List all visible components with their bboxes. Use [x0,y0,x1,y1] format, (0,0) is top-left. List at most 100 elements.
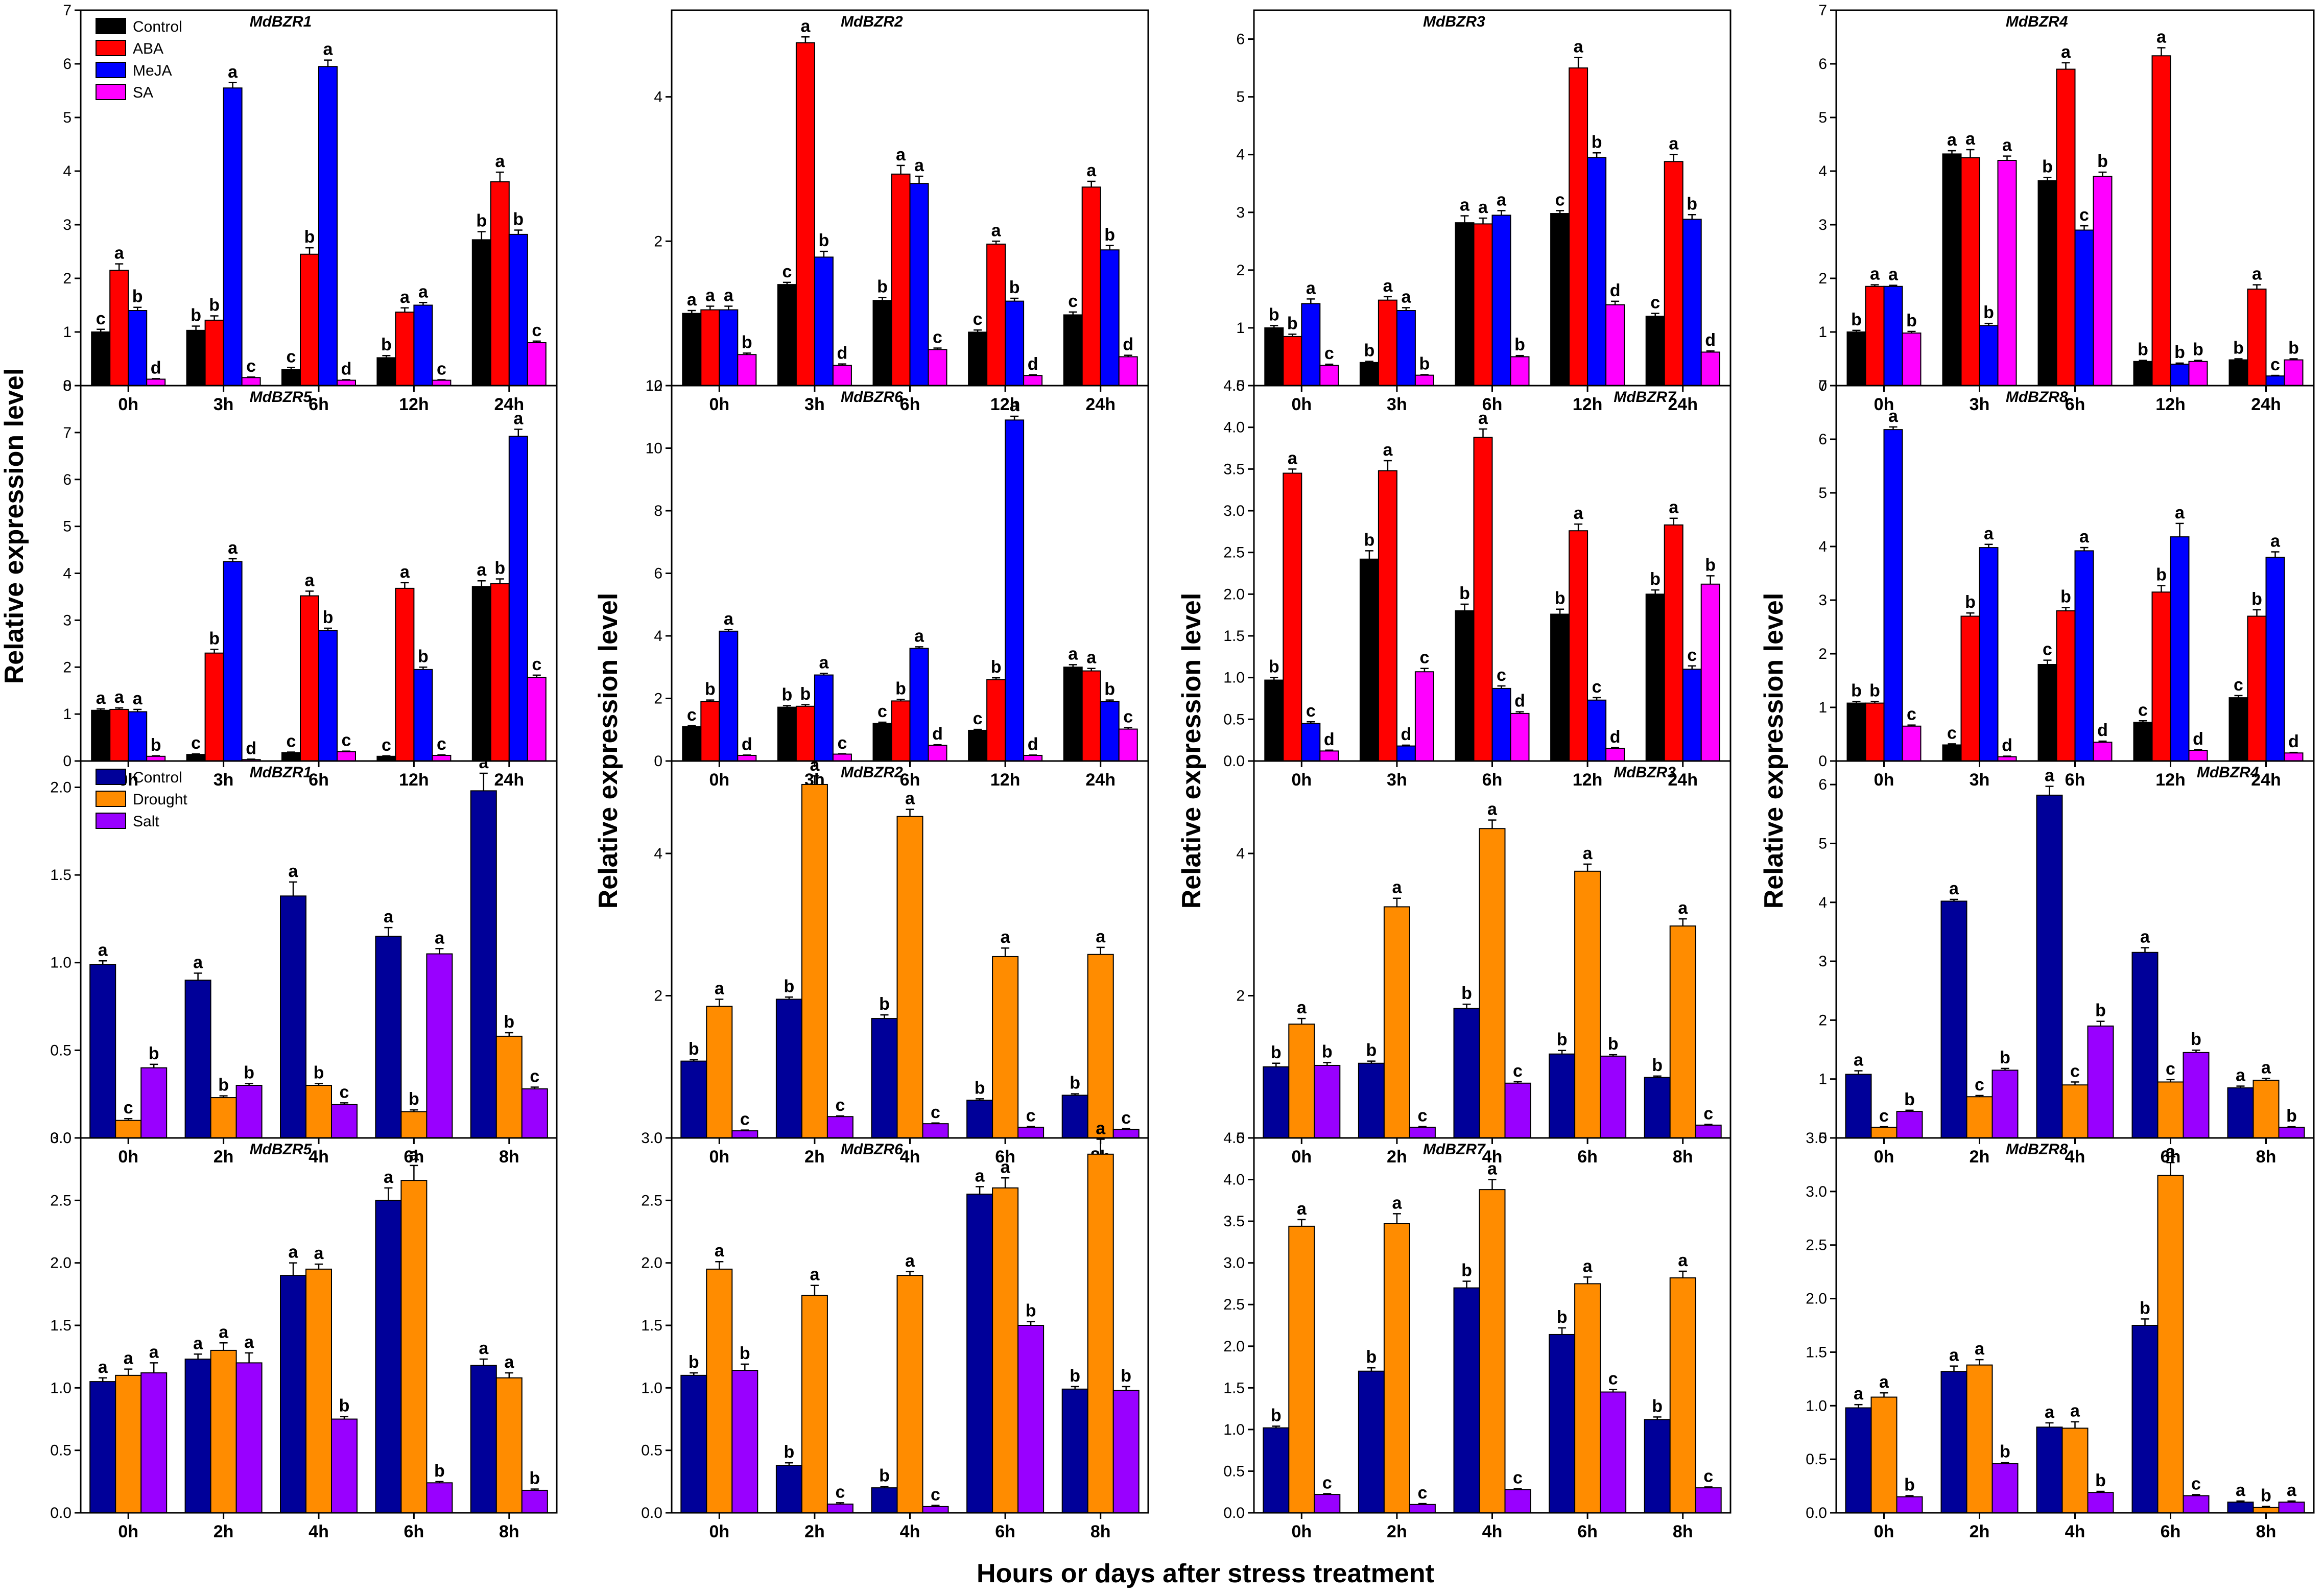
bar [896,1275,923,1513]
bar [1455,610,1475,762]
significance-letter: b [1364,341,1375,361]
significance-letter: a [479,753,489,772]
significance-letter: a [400,288,410,307]
bar [2252,1507,2280,1514]
significance-letter: a [435,928,445,947]
significance-letter: c [1879,1106,1889,1126]
bar [521,1088,548,1139]
significance-letter: d [1324,730,1335,749]
x-tick-label: 8h [1673,1522,1693,1541]
significance-letter: d [246,739,256,758]
significance-letter: a [1487,800,1498,819]
y-tick-label: 3.0 [1806,1183,1827,1200]
y-tick-label: 1.5 [50,867,72,884]
bar [1359,362,1379,386]
significance-letter: a [495,152,505,171]
y-tick-label: 4 [654,89,662,106]
bar [2188,361,2208,386]
significance-letter: d [151,358,161,377]
significance-letter: a [1947,130,1957,150]
significance-letter: b [2097,152,2108,171]
bar [186,754,206,762]
significance-letter: a [1383,440,1393,460]
bar [719,309,739,387]
x-tick-label: 3h [804,395,825,414]
y-tick-label: 2 [1236,262,1245,279]
bar [1396,745,1416,762]
significance-letter: b [1652,1056,1663,1075]
significance-letter: c [835,1096,845,1115]
significance-letter: c [1026,1106,1036,1126]
bar [706,1268,733,1513]
bar [1118,356,1138,387]
significance-letter: b [1461,984,1472,1003]
bar [1846,702,1866,762]
bar [986,243,1006,386]
bar [1063,314,1083,386]
significance-letter: b [418,647,429,666]
bar [1695,1124,1722,1138]
bar [1865,702,1885,762]
bar [872,300,892,387]
significance-letter: b [2138,340,2148,360]
bar [1966,1364,1993,1513]
y-tick-label: 4 [654,628,662,645]
y-axis-label-col3: Relative expression level [1177,593,1206,909]
significance-letter: c [1650,293,1660,313]
significance-letter: a [2002,136,2012,155]
bar [1605,304,1625,387]
y-tick-label: 2.0 [50,1255,72,1272]
significance-letter: c [437,359,446,378]
y-tick-label: 2.5 [50,1192,72,1209]
significance-letter: b [1514,335,1525,354]
significance-letter: b [879,994,890,1014]
x-tick-label: 8h [1090,1522,1111,1541]
legend-swatch [96,18,126,34]
bar [1870,1396,1898,1513]
legend-label: SA [133,84,153,101]
significance-letter: c [1513,1468,1523,1488]
bar [413,669,433,762]
y-tick-label: 10 [646,440,662,457]
y-tick-label: 2.5 [1806,1237,1827,1254]
y-tick-label: 2 [1818,1012,1827,1029]
bar [1081,670,1101,762]
y-tick-label: 12 [646,377,662,394]
x-tick-label: 2h [804,1522,825,1541]
significance-letter: b [782,685,793,705]
bar [186,329,206,386]
significance-letter: a [1460,196,1470,215]
significance-letter: b [1608,1034,1619,1054]
chart-panel-11: 0 2 4 0h b a b 2h b a c 4h b a c 6h b a b 8h b a c MdBZR3 [1236,760,1732,1167]
significance-letter: c [530,1066,539,1086]
significance-letter: b [1851,310,1862,329]
y-tick-label: 0 [654,1130,662,1147]
significance-letter: c [931,1485,940,1504]
significance-letter: a [305,570,315,590]
significance-letter: b [149,1044,159,1063]
bar [331,1104,358,1139]
bar [1960,157,1980,386]
bar [1081,186,1101,386]
significance-letter: a [96,688,106,708]
significance-letter: a [149,1342,159,1362]
bar [1479,828,1506,1138]
y-tick-label: 2 [654,988,662,1005]
x-tick-label: 0h [709,1147,729,1167]
bar [737,754,757,762]
significance-letter: a [409,1145,419,1164]
significance-letter: b [1104,225,1115,245]
bar [1288,1225,1315,1513]
bar [426,1482,453,1514]
bar [737,354,757,386]
bar [922,1123,949,1138]
bar [91,709,111,762]
significance-letter: a [244,1333,254,1352]
y-tick-label: 2.0 [641,1255,662,1272]
significance-letter: b [1104,680,1115,699]
y-tick-label: 3.0 [50,1130,72,1147]
significance-letter: c [1513,1061,1523,1081]
